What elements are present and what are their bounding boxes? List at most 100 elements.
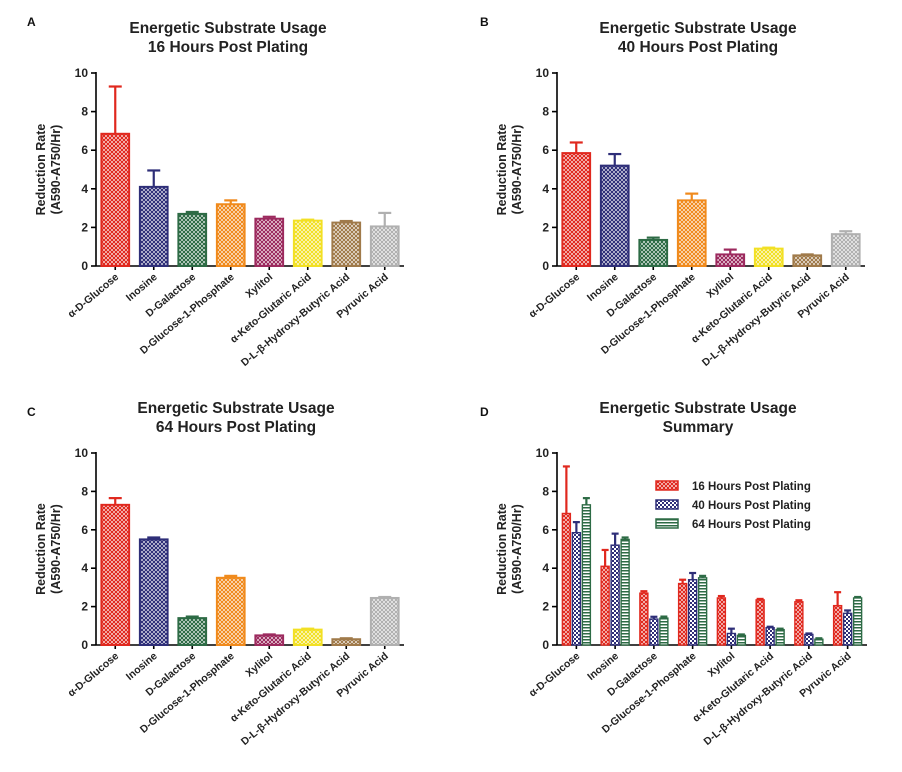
bar bbox=[571, 531, 582, 646]
y-tick-label: 4 bbox=[81, 561, 88, 575]
bar bbox=[638, 238, 669, 268]
x-tick-label: α-D-Glucose bbox=[527, 650, 583, 699]
y-tick-label: 4 bbox=[542, 182, 549, 196]
legend-swatch bbox=[655, 499, 679, 510]
chart-subtitle: Summary bbox=[663, 419, 734, 436]
y-tick-label: 6 bbox=[542, 523, 549, 537]
bar bbox=[292, 628, 323, 647]
bar bbox=[599, 164, 630, 267]
y-axis-label: Reduction Rate bbox=[495, 124, 509, 216]
bar bbox=[792, 254, 823, 267]
bar bbox=[292, 219, 323, 268]
y-tick-label: 6 bbox=[81, 143, 88, 157]
y-tick-label: 0 bbox=[81, 259, 88, 273]
panel-letter: B bbox=[480, 15, 489, 29]
x-tick-label: Xylitol bbox=[243, 271, 275, 300]
bar bbox=[581, 504, 592, 646]
bar bbox=[331, 221, 362, 267]
bar bbox=[755, 599, 765, 646]
x-tick-label: Xylitol bbox=[704, 271, 736, 300]
x-tick-label: Inosine bbox=[585, 271, 621, 304]
bar bbox=[726, 632, 737, 646]
legend-label: 40 Hours Post Plating bbox=[692, 500, 811, 512]
y-tick-label: 2 bbox=[542, 600, 549, 614]
legend-swatch bbox=[655, 480, 679, 491]
x-tick-label: α-D-Glucose bbox=[527, 271, 583, 320]
chart-subtitle: 16 Hours Post Plating bbox=[148, 39, 308, 56]
bar bbox=[620, 538, 630, 646]
y-axis-label-units: (A590-A750/Hr) bbox=[510, 504, 524, 594]
bar bbox=[254, 217, 285, 267]
bar bbox=[177, 617, 208, 646]
chart-title: Energetic Substrate Usage bbox=[599, 400, 797, 417]
y-axis-label: Reduction Rate bbox=[34, 503, 48, 595]
legend: 16 Hours Post Plating 40 Hours Post Plati… bbox=[655, 480, 811, 531]
bar bbox=[715, 253, 746, 267]
bar bbox=[100, 132, 131, 267]
panel-a: A Energetic Substrate Usage 16 Hours Post … bbox=[27, 15, 404, 369]
y-tick-label: 10 bbox=[75, 66, 89, 80]
bar bbox=[842, 612, 853, 646]
bar bbox=[138, 185, 169, 267]
y-tick-label: 8 bbox=[81, 484, 88, 498]
bar bbox=[697, 577, 708, 646]
bar bbox=[830, 233, 861, 267]
y-tick-label: 10 bbox=[75, 446, 89, 460]
bar bbox=[794, 601, 804, 646]
bar bbox=[649, 618, 659, 646]
chart-subtitle: 64 Hours Post Plating bbox=[156, 419, 316, 436]
y-tick-label: 10 bbox=[536, 446, 550, 460]
y-tick-label: 0 bbox=[542, 259, 549, 273]
y-axis-label: Reduction Rate bbox=[495, 503, 509, 595]
y-axis-label-units: (A590-A750/Hr) bbox=[49, 504, 63, 594]
y-tick-label: 4 bbox=[81, 182, 88, 196]
bar bbox=[100, 503, 131, 646]
panel-letter: D bbox=[480, 405, 489, 419]
bar bbox=[814, 638, 824, 646]
bar bbox=[561, 152, 592, 267]
panel-d: D Energetic Substrate Usage Summary Reducti… bbox=[480, 400, 867, 748]
bar bbox=[610, 544, 620, 646]
y-tick-label: 8 bbox=[542, 105, 549, 119]
bar bbox=[676, 199, 707, 268]
bar bbox=[331, 638, 362, 646]
y-tick-label: 10 bbox=[536, 66, 550, 80]
x-tick-label: Inosine bbox=[124, 650, 160, 683]
bar bbox=[177, 212, 208, 267]
panel-c: C Energetic Substrate Usage 64 Hours Post … bbox=[27, 400, 404, 748]
bar bbox=[138, 538, 169, 647]
bar bbox=[753, 247, 784, 268]
bar bbox=[215, 576, 246, 646]
x-tick-label: α-D-Glucose bbox=[66, 650, 122, 699]
bar bbox=[254, 634, 285, 647]
y-tick-label: 2 bbox=[542, 220, 549, 234]
bar bbox=[215, 203, 246, 268]
bar bbox=[775, 628, 785, 646]
bar bbox=[369, 596, 400, 647]
bar bbox=[659, 617, 669, 646]
bar bbox=[736, 634, 747, 646]
y-axis-label-units: (A590-A750/Hr) bbox=[510, 125, 524, 215]
y-tick-label: 6 bbox=[81, 523, 88, 537]
y-tick-label: 8 bbox=[542, 484, 549, 498]
bar bbox=[804, 633, 814, 646]
panel-b: B Energetic Substrate Usage 40 Hours Post … bbox=[480, 15, 865, 369]
y-axis-label: Reduction Rate bbox=[34, 124, 48, 216]
bar bbox=[765, 627, 775, 646]
x-tick-label: Inosine bbox=[585, 650, 621, 683]
bar bbox=[852, 597, 863, 646]
bar bbox=[369, 225, 400, 267]
legend-label: 64 Hours Post Plating bbox=[692, 519, 811, 531]
y-tick-label: 0 bbox=[81, 638, 88, 652]
y-tick-label: 2 bbox=[81, 600, 88, 614]
x-tick-label: Xylitol bbox=[705, 650, 737, 679]
y-tick-label: 6 bbox=[542, 143, 549, 157]
bar bbox=[832, 604, 843, 646]
chart-title: Energetic Substrate Usage bbox=[129, 20, 327, 37]
bar bbox=[677, 582, 688, 646]
y-tick-label: 8 bbox=[81, 105, 88, 119]
legend-swatch bbox=[655, 518, 679, 529]
y-tick-label: 2 bbox=[81, 220, 88, 234]
bar bbox=[639, 592, 649, 646]
x-tick-label: Xylitol bbox=[243, 650, 275, 679]
